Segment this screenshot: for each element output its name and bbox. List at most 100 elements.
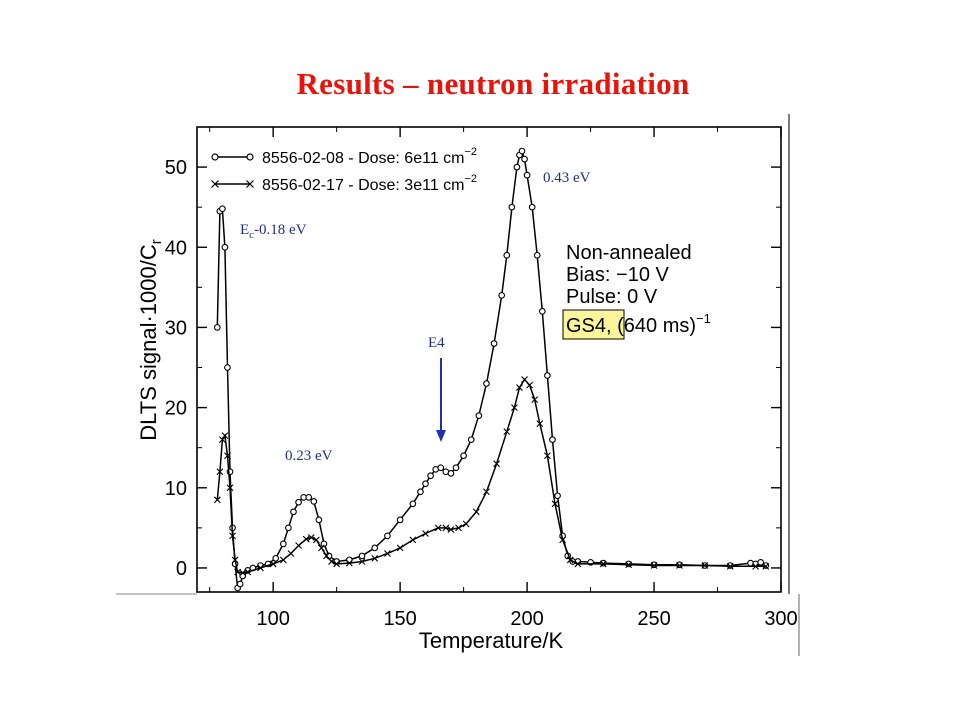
series-1-point [498, 292, 506, 299]
legend-label-series-2: 8556-02-17 - Dose: 3e11 cm−2 [262, 173, 477, 194]
annotation-peak-e4: E4 [428, 335, 445, 351]
slide-title: Results – neutron irradiation [296, 66, 690, 101]
series-2-point [701, 562, 709, 569]
series-2-point [244, 568, 252, 576]
series-2-point [551, 500, 559, 508]
series-1-point [396, 516, 404, 524]
tick-group: 100 150 200 250 300 0 10 20 30 40 50 [165, 126, 798, 630]
y-axis-label: DLTS signal·1000/Cr [136, 239, 165, 440]
series-1-point [290, 508, 297, 516]
series-2-point [483, 488, 490, 496]
series-2-point [676, 562, 683, 569]
series-1-point [315, 516, 323, 524]
series-2-point [328, 558, 335, 565]
series-1-point [528, 203, 536, 211]
series-group [213, 147, 770, 592]
series-2-point [442, 524, 450, 532]
series-1-point [437, 464, 445, 472]
series-2-point [216, 468, 224, 476]
series-2-point [531, 396, 539, 403]
series-1-point [427, 472, 434, 480]
series-1-point [467, 436, 475, 444]
x-tick-label: 150 [383, 608, 416, 630]
series-1-point [417, 488, 424, 496]
series-1-point [762, 562, 770, 569]
legend-marker-series-2b [246, 180, 254, 188]
series-2-point [213, 496, 221, 504]
series-2-point [462, 520, 470, 528]
x-tick-label: 250 [637, 608, 670, 630]
series-2-point [229, 532, 236, 540]
y-tick-label: 10 [165, 478, 187, 500]
annotation-peak-023: 0.23 eV [285, 448, 333, 464]
series-1-point [279, 540, 287, 548]
series-1-point [513, 163, 521, 171]
series-1-line [216, 149, 767, 591]
series-1-point [599, 559, 607, 567]
series-1-point [549, 436, 556, 444]
series-2-point [371, 554, 379, 562]
series-2-point [544, 452, 551, 460]
series-2-point [257, 564, 264, 572]
series-2-point [323, 552, 330, 560]
arrow-e4-head [436, 430, 446, 442]
series-2-point [231, 556, 239, 564]
series-1-point [320, 540, 328, 548]
series-2-point [455, 524, 462, 532]
legend-marker-series-1 [211, 153, 219, 161]
series-1-point [213, 324, 221, 331]
series-2-point [221, 432, 229, 440]
series-1-point [521, 155, 528, 163]
series-1-point [272, 554, 280, 562]
series-2-point [559, 536, 567, 544]
series-1-point [384, 532, 391, 540]
series-2-point [312, 536, 320, 544]
y-tick-label: 40 [165, 237, 187, 259]
series-2-point [526, 381, 534, 389]
series-1-point [305, 494, 313, 501]
rate-window-highlight [562, 309, 625, 340]
plot-frame-group [116, 114, 800, 656]
series-2-point [625, 561, 633, 569]
series-2-point [511, 404, 518, 411]
series-2-point [358, 558, 366, 565]
plot-frame [196, 126, 782, 593]
series-2-point [599, 560, 607, 568]
y-tick-label: 20 [165, 398, 187, 420]
series-1-point [508, 203, 516, 211]
series-1-point [452, 464, 460, 472]
series-2-point [752, 562, 759, 570]
annotation-peak-043: 0.43 eV [543, 170, 591, 186]
series-2-point [226, 484, 234, 492]
series-1-point [554, 492, 561, 500]
series-1-point [503, 251, 511, 259]
series-2-point [574, 560, 582, 568]
legend-marker-series-2 [211, 180, 219, 188]
series-2-point [295, 542, 302, 549]
series-2-point [536, 420, 544, 428]
series-2-point [302, 535, 310, 543]
series-1-point [310, 498, 318, 505]
y-tick-label: 30 [165, 317, 187, 339]
series-1-point [490, 340, 498, 347]
series-1-point [224, 364, 231, 371]
series-2-point [493, 460, 501, 468]
series-1-point [358, 552, 366, 560]
series-1-point [475, 412, 483, 419]
series-1-point [538, 308, 546, 315]
series-2-point [472, 508, 480, 516]
series-2-point [409, 536, 417, 544]
series-1-point [219, 205, 226, 213]
annotation-ec-018: Ec-0.18 eV [240, 222, 307, 241]
series-2-point [503, 428, 511, 436]
inset-line-4: GS4, (640 ms)−1 [566, 311, 711, 337]
x-tick-label: 300 [764, 608, 797, 630]
inset-line-1: Non-annealed [566, 242, 692, 264]
inset-line-2: Bias: −10 V [566, 264, 670, 286]
series-1-point [460, 452, 467, 460]
series-1-point [295, 498, 302, 506]
series-2-point [447, 526, 455, 533]
series-1-point [483, 380, 490, 387]
series-1-point [409, 500, 417, 508]
series-2-point [279, 556, 287, 564]
